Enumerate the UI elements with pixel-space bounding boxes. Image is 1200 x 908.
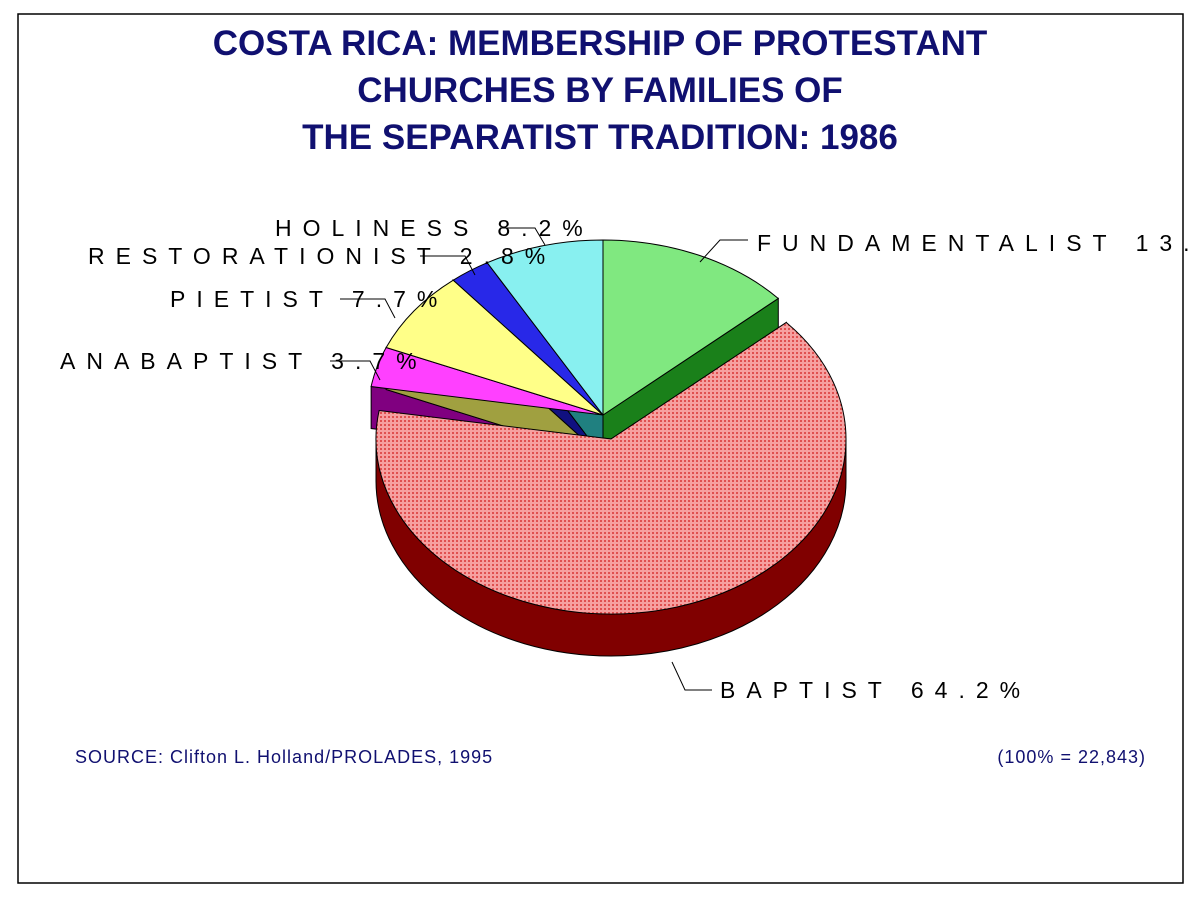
leader-line xyxy=(671,661,712,691)
pie-slice xyxy=(602,239,780,416)
value-label: 13.4% xyxy=(1136,230,1200,256)
value-label: 7.7% xyxy=(352,286,448,312)
slice-label: FUNDAMENTALIST 13.4% xyxy=(757,230,1200,256)
category-label: HOLINESS xyxy=(275,215,479,241)
pie: FUNDAMENTALIST 13.4% BAPTIST 64.2% ANABAPTIS… xyxy=(60,215,1200,703)
chart-title: THE SEPARATIST TRADITION: 1986 xyxy=(302,118,898,157)
category-label: RESTORATIONIST xyxy=(88,243,442,269)
chart-title: COSTA RICA: MEMBERSHIP OF PROTESTANT xyxy=(213,24,988,63)
pie-slice xyxy=(486,239,604,417)
pie-slice xyxy=(385,279,604,416)
value-label: 2.8% xyxy=(460,243,556,269)
chart-title: CHURCHES BY FAMILIES OF xyxy=(357,71,843,110)
leader-line xyxy=(420,255,476,276)
category-label: FUNDAMENTALIST xyxy=(757,230,1118,256)
pie-tops xyxy=(370,239,847,615)
slice-label: HOLINESS 8.2% xyxy=(275,215,594,241)
leader-line xyxy=(340,298,396,319)
source-note: SOURCE: Clifton L. Holland/PROLADES, 199… xyxy=(75,747,493,767)
category-label: ANABAPTIST xyxy=(60,348,313,374)
frame xyxy=(17,13,1184,884)
labels: FUNDAMENTALIST 13.4% BAPTIST 64.2% ANABAPTIS… xyxy=(60,215,1200,703)
slice-label: RESTORATIONIST 2.8% xyxy=(88,243,556,269)
leader-line xyxy=(699,239,748,263)
value-label: 64.2% xyxy=(911,677,1031,703)
value-label: 8.2% xyxy=(497,215,593,241)
category-label: BAPTIST xyxy=(720,677,893,703)
leader-line xyxy=(500,227,546,246)
pie-slice xyxy=(375,321,847,615)
leader-line xyxy=(330,360,381,381)
category-label: PIETIST xyxy=(170,286,334,312)
total-note: (100% = 22,843) xyxy=(997,747,1146,767)
value-label: 3.7% xyxy=(331,348,427,374)
slice-label: PIETIST 7.7% xyxy=(170,286,448,312)
slice-label: BAPTIST 64.2% xyxy=(720,677,1031,703)
slice-label: ANABAPTIST 3.7% xyxy=(60,348,428,374)
